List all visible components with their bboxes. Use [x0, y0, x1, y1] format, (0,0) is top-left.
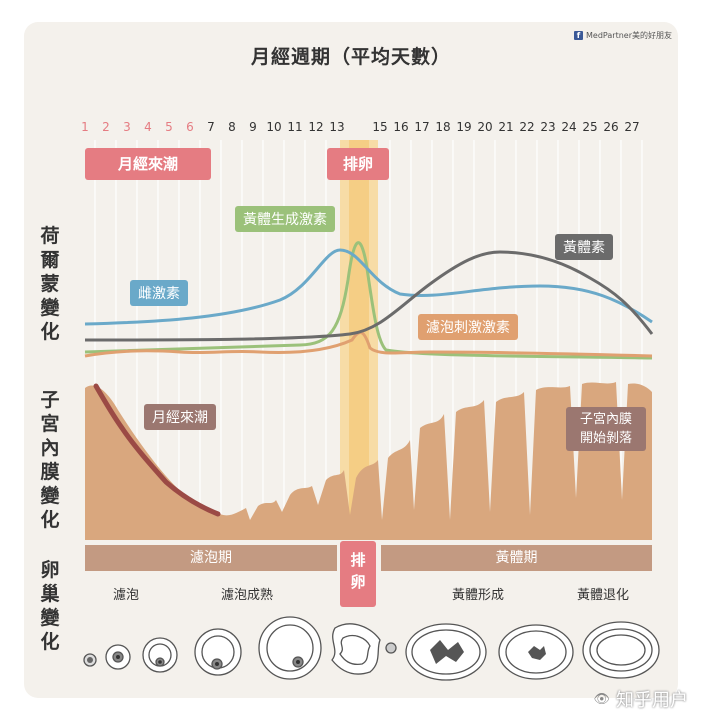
menstrual-blood-edge — [93, 383, 221, 517]
day-label: 1 — [81, 120, 89, 134]
fsh-curve — [84, 331, 653, 358]
watermark: 👁 知乎用户 — [593, 686, 688, 712]
follicular-phase-bar: 濾泡期 — [85, 545, 337, 571]
watermark-text: 知乎用户 — [616, 690, 688, 711]
day-label: 10 — [266, 120, 282, 134]
day-label: 4 — [144, 120, 152, 134]
day-label: 15 — [372, 120, 388, 134]
day-label: 6 — [186, 120, 194, 134]
brand-credit: f MedPartner美的好朋友 — [574, 30, 672, 41]
fsh-label: 濾泡刺激激素 — [418, 314, 518, 340]
eye-icon: 👁 — [593, 691, 610, 707]
maturing-phase-text: 濾泡成熟 — [221, 588, 274, 603]
menstruation-endometrium-label: 月經來潮 — [144, 404, 216, 430]
day-label: 27 — [624, 120, 640, 134]
shedding-label-line1: 子宮內膜 — [579, 412, 632, 427]
day-label: 17 — [414, 120, 430, 134]
menstruation-tag: 月經來潮 — [85, 148, 211, 180]
day-label: 20 — [477, 120, 493, 134]
day-label: 12 — [308, 120, 324, 134]
day-label: 21 — [498, 120, 514, 134]
day-label: 24 — [561, 120, 577, 134]
estrogen-curve — [84, 248, 653, 326]
ovulation-band-core — [349, 140, 369, 540]
day-label: 5 — [165, 120, 173, 134]
ovulation-tag: 排卵 — [327, 148, 389, 180]
day-label: 22 — [519, 120, 535, 134]
day-label: 13 — [329, 120, 345, 134]
progesterone-curve — [84, 250, 654, 342]
ovulation-stage-line1: 排 — [350, 551, 366, 569]
ovary-section-label: 卵巢變化 — [40, 559, 60, 653]
day-label: 23 — [540, 120, 556, 134]
day-label: 25 — [582, 120, 598, 134]
day-label: 18 — [435, 120, 451, 134]
forming-phase-text: 黃體形成 — [452, 588, 505, 603]
ovulation-stage-line2: 卵 — [350, 573, 366, 591]
facebook-icon: f — [574, 31, 584, 40]
luteal-phase-bar: 黃體期 — [381, 545, 652, 571]
day-label: 26 — [603, 120, 619, 134]
hormone-section-label: 荷爾蒙變化 — [40, 225, 60, 343]
day-label: 3 — [123, 120, 131, 134]
follicle-phase-text: 濾泡 — [113, 588, 140, 603]
estrogen-label: 雌激素 — [130, 280, 188, 306]
page-title: 月經週期（平均天數） — [250, 46, 451, 68]
shedding-label-line2: 開始剝落 — [579, 431, 632, 446]
lh-label: 黃體生成激素 — [235, 206, 335, 232]
day-label: 16 — [393, 120, 409, 134]
regressing-phase-text: 黃體退化 — [577, 588, 630, 603]
shedding-label: 子宮內膜 開始剝落 — [566, 407, 646, 451]
progesterone-label: 黃體素 — [555, 234, 613, 260]
day-label: 8 — [228, 120, 236, 134]
ovary-illustrations — [83, 616, 660, 681]
day-label: 11 — [287, 120, 303, 134]
day-label: 9 — [249, 120, 257, 134]
day-label: 2 — [102, 120, 110, 134]
day-label: 7 — [207, 120, 215, 134]
lh-curve — [84, 241, 653, 360]
brand-text: MedPartner美的好朋友 — [586, 31, 672, 40]
endometrium-tissue — [85, 382, 652, 540]
ovulation-stage-tag: 排 卵 — [340, 541, 376, 607]
day-label: 19 — [456, 120, 472, 134]
endometrium-section-label: 子宮內膜變化 — [40, 389, 60, 531]
